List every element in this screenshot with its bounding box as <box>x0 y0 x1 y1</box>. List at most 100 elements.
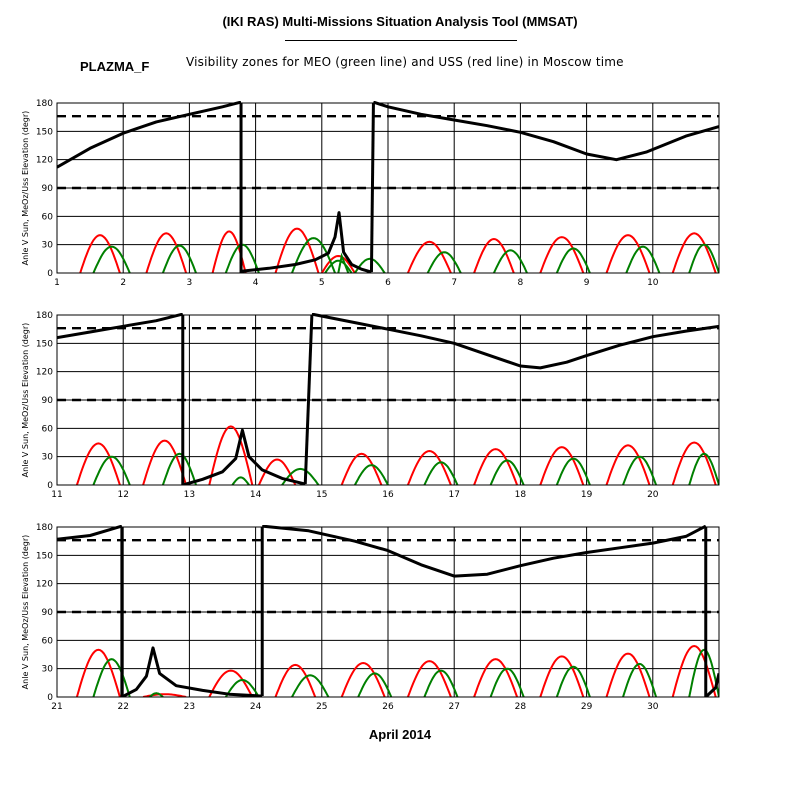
meo-pass-arc <box>426 251 462 273</box>
uss-pass-arc <box>539 236 585 273</box>
sun-angle-line <box>182 428 306 485</box>
x-tick-label: 23 <box>184 702 195 712</box>
plot-frame <box>56 526 720 698</box>
x-tick-label: 21 <box>51 702 62 712</box>
uss-pass-arc <box>671 644 717 697</box>
x-tick-label: 12 <box>117 490 128 500</box>
x-tick-label: 22 <box>117 702 128 712</box>
instrument-label: PLAZMA_F <box>80 59 150 74</box>
y-tick-label: 120 <box>36 580 53 590</box>
meo-pass-arc <box>354 257 386 273</box>
meo-pass-arc <box>324 259 353 273</box>
uss-pass-arc <box>473 658 519 697</box>
meo-pass-arc <box>555 665 591 697</box>
chart-panel-3: 0 30 60 90 120 150 180 21 22 23 24 25 26 27 28 29 30 Anle… <box>21 523 720 712</box>
sun-angle-line <box>239 211 372 273</box>
x-tick-label: 27 <box>448 702 459 712</box>
uss-pass-arc <box>605 234 651 273</box>
uss-pass-arc <box>406 449 452 485</box>
meo-pass-arc <box>688 243 719 273</box>
y-axis-label: Anle V Sun, MeOz/Uss Elevation (degr) <box>21 535 30 690</box>
sun-angle-line <box>57 525 123 541</box>
meo-pass-arc <box>92 245 131 273</box>
y-tick-label: 60 <box>42 212 54 222</box>
sun-angle-line <box>57 101 242 169</box>
uss-pass-arc <box>406 660 452 697</box>
x-tick-label: 16 <box>382 490 394 500</box>
y-tick-label: 30 <box>42 665 54 675</box>
x-tick-label: 13 <box>184 490 195 500</box>
x-tick-label: 7 <box>451 278 457 288</box>
sun-angle-line <box>372 101 719 162</box>
meo-pass-arc <box>555 247 591 273</box>
x-tick-label: 19 <box>581 490 593 500</box>
x-tick-label: 3 <box>187 278 193 288</box>
x-tick-label: 4 <box>253 278 259 288</box>
y-axis-label: Anle V Sun, MeOz/Uss Elevation (degr) <box>21 111 30 266</box>
x-tick-label: 5 <box>319 278 325 288</box>
uss-pass-arc <box>539 655 585 697</box>
x-tick-label: 1 <box>54 278 60 288</box>
uss-pass-arc <box>605 652 651 697</box>
meo-pass-arc <box>622 662 658 697</box>
chart-panel-2: 0 30 60 90 120 150 180 11 12 13 14 15 16 17 18 19 20 Anle… <box>21 311 720 500</box>
plot-frame <box>56 314 720 486</box>
plot-frame <box>56 102 720 274</box>
meo-pass-arc <box>489 667 525 697</box>
y-tick-label: 60 <box>42 424 54 434</box>
y-tick-label: 0 <box>47 269 53 279</box>
x-tick-label: 24 <box>250 702 262 712</box>
uss-pass-arc <box>605 444 651 485</box>
meo-pass-arc <box>688 452 719 485</box>
y-tick-label: 90 <box>42 184 54 194</box>
meo-pass-arc <box>161 452 197 485</box>
y-tick-label: 150 <box>36 127 53 137</box>
y-tick-label: 90 <box>42 396 54 406</box>
x-tick-label: 9 <box>584 278 590 288</box>
uss-pass-arc <box>208 425 254 485</box>
meo-pass-arc <box>489 459 525 485</box>
x-tick-label: 26 <box>382 702 394 712</box>
x-tick-label: 18 <box>515 490 527 500</box>
sun-angle-line <box>57 313 184 340</box>
meo-pass-arc <box>555 457 591 485</box>
uss-pass-arc <box>274 227 320 273</box>
uss-pass-arc <box>539 446 585 485</box>
x-tick-label: 6 <box>385 278 391 288</box>
sun-angle-line <box>311 313 719 370</box>
y-tick-label: 30 <box>42 453 54 463</box>
x-tick-label: 30 <box>647 702 659 712</box>
y-tick-label: 180 <box>36 99 53 109</box>
y-axis-label: Anle V Sun, MeOz/Uss Elevation (degr) <box>21 323 30 478</box>
meo-pass-arc <box>231 476 250 485</box>
meo-pass-arc <box>224 678 260 697</box>
uss-pass-arc <box>406 240 452 273</box>
x-tick-label: 29 <box>581 702 593 712</box>
meo-pass-arc <box>423 461 459 485</box>
chart-title: (IKI RAS) Multi-Missions Situation Analy… <box>222 14 578 29</box>
x-tick-label: 17 <box>448 490 459 500</box>
y-tick-label: 120 <box>36 368 53 378</box>
uss-pass-arc <box>671 232 717 273</box>
x-axis-caption: April 2014 <box>368 727 432 742</box>
uss-pass-arc <box>75 442 121 485</box>
uss-pass-arc <box>473 448 519 485</box>
x-tick-label: 2 <box>120 278 126 288</box>
sun-angle-line <box>121 646 263 697</box>
chart-panel-1: 0 30 60 90 120 150 180 1 2 3 4 5 6 7 8 9 10 Anle V Sun, M… <box>21 99 720 288</box>
meo-pass-arc <box>423 669 459 697</box>
meo-pass-arc <box>337 252 350 274</box>
y-tick-label: 150 <box>36 551 53 561</box>
chart-subtitle: Visibility zones for MEO (green line) an… <box>186 55 624 69</box>
meo-pass-arc <box>625 245 661 273</box>
uss-pass-arc <box>671 441 717 485</box>
meo-pass-arc <box>291 674 330 697</box>
y-tick-label: 30 <box>42 241 54 251</box>
x-tick-label: 11 <box>51 490 62 500</box>
uss-pass-arc <box>79 234 121 273</box>
x-tick-label: 25 <box>316 702 327 712</box>
meo-pass-arc <box>161 244 197 273</box>
x-tick-label: 8 <box>518 278 524 288</box>
meo-pass-arc <box>291 237 336 273</box>
